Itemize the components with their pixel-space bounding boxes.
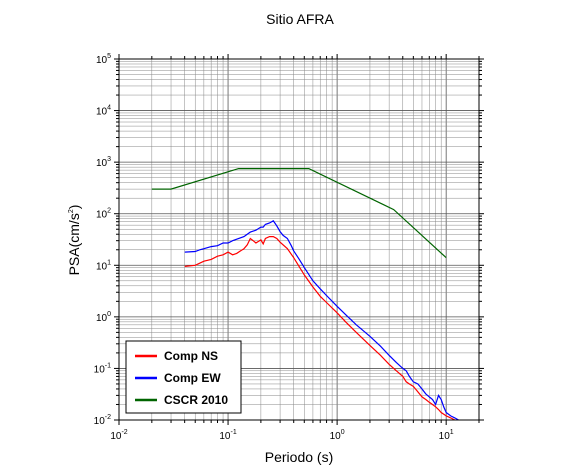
x-tick-label: 10-1 [219,429,236,442]
y-tick-label: 100 [96,311,111,324]
legend: Comp NS Comp EW CSCR 2010 [125,340,242,414]
series-line-cscr-2010 [151,168,447,259]
y-axis-label-superscript: 2 [68,209,75,213]
x-tick-label: 10-2 [110,429,127,442]
legend-label: Comp EW [164,371,221,385]
series-line-comp-ns [184,236,456,421]
legend-label: CSCR 2010 [164,393,228,407]
series-layer [151,168,459,421]
x-tick-label: 101 [439,429,454,442]
grid [118,58,480,421]
y-tick-label: 10-1 [94,362,111,375]
y-axis-label: PSA(cm/s2) [66,205,82,276]
y-tick-label: 10-2 [94,414,111,427]
plot-frame [118,58,480,421]
legend-label: Comp NS [164,349,218,363]
y-tick-label: 104 [96,105,111,118]
y-axis-label-close: ) [66,205,82,210]
y-tick-label: 103 [96,156,111,169]
y-tick-label: 101 [96,259,111,272]
x-tick-label: 100 [330,429,345,442]
series-line-comp-ew [184,220,459,421]
tick-labels: 10-2 10-1 100 101 10-2 10-1 100 101 102 103 104 105 [94,53,454,442]
y-axis-label-main: PSA(cm/s [66,213,82,275]
chart-title: Sitio AFRA [266,11,334,27]
ticks [114,54,484,425]
x-axis-label: Periodo (s) [265,449,333,465]
y-tick-label: 105 [96,53,111,66]
y-tick-label: 102 [96,208,111,221]
